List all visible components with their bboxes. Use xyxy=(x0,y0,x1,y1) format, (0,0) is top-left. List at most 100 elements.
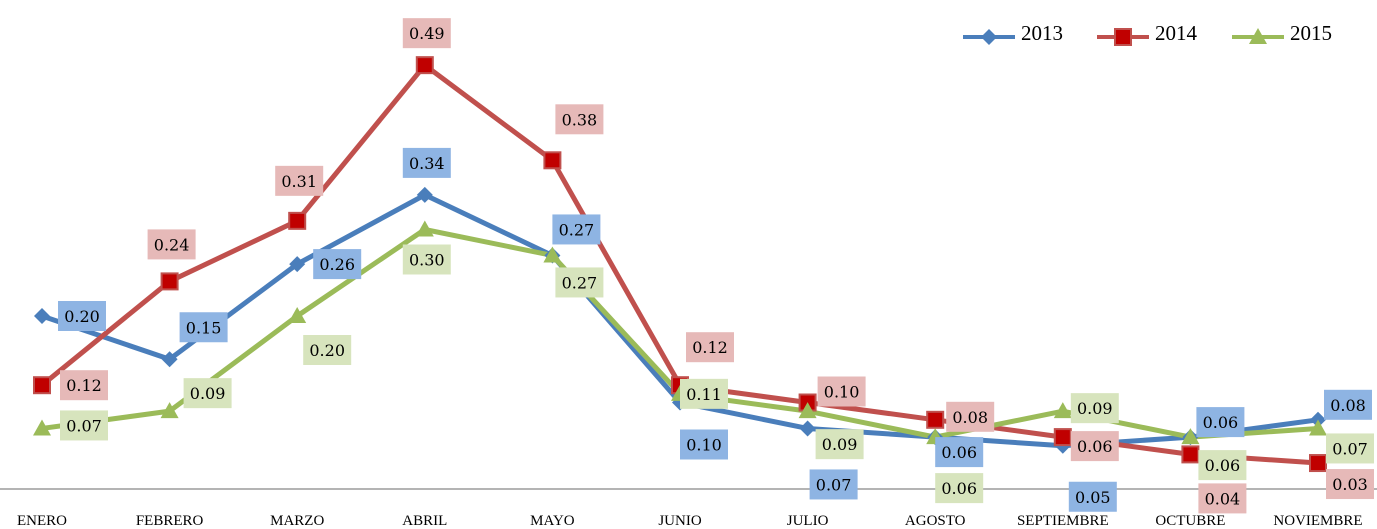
series-markers xyxy=(33,56,1327,473)
marker-2014-febrero xyxy=(160,272,179,291)
data-label-box xyxy=(1326,433,1374,464)
marker-2015-septiembre xyxy=(1053,402,1072,419)
data-label-2014-junio: 0.12 xyxy=(686,332,734,363)
data-label-2013-noviembre: 0.08 xyxy=(1324,389,1372,420)
x-tick-julio: JULIO xyxy=(787,513,829,529)
data-label-2013-julio: 0.07 xyxy=(809,469,858,500)
marker-2013-enero xyxy=(34,308,50,324)
legend-label: 2013 xyxy=(1021,21,1063,45)
data-label-box xyxy=(402,244,451,275)
data-label-text: 0.08 xyxy=(952,408,988,427)
data-label-text: 0.07 xyxy=(1332,439,1368,458)
data-label-text: 0.27 xyxy=(559,220,595,239)
data-label-2015-marzo: 0.20 xyxy=(303,335,352,365)
data-label-2014-julio: 0.10 xyxy=(817,376,866,407)
x-tick-labels: ENERO FEBRERO MARZO ABRIL MAYO JUNIO JULIO AGOS… xyxy=(17,513,1363,529)
x-tick-enero: ENERO xyxy=(17,513,67,529)
data-label-text: 0.12 xyxy=(66,376,102,395)
data-label-text: 0.08 xyxy=(1330,396,1366,415)
marker-2015-enero xyxy=(33,419,51,436)
data-label-box xyxy=(179,312,228,343)
data-label-text: 0.09 xyxy=(822,435,858,454)
data-label-box xyxy=(809,469,858,500)
legend-item-2013: 2013 xyxy=(963,21,1063,45)
data-label-text: 0.10 xyxy=(824,383,860,402)
data-label-box xyxy=(1070,431,1119,462)
marker-2014-agosto xyxy=(926,410,945,429)
data-label-box xyxy=(680,429,728,460)
legend-item-2014: 2014 xyxy=(1097,21,1198,46)
data-label-text: 0.05 xyxy=(1075,488,1111,507)
marker-2013-febrero xyxy=(161,351,178,368)
data-labels: 0.20 0.15 0.26 0.34 0.27 0.10 0.07 0.06 0.05 0.06… xyxy=(58,18,1374,514)
data-label-box xyxy=(935,473,984,504)
data-label-box xyxy=(1326,469,1374,500)
x-tick-noviembre: NOVIEMBRE xyxy=(1273,513,1362,529)
data-label-box xyxy=(58,301,106,331)
data-label-box xyxy=(1324,389,1372,420)
data-label-2015-junio: 0.11 xyxy=(680,378,728,409)
legend: 2013 2014 2015 xyxy=(963,21,1332,46)
data-label-box xyxy=(275,165,324,196)
data-label-2013-abril: 0.34 xyxy=(402,147,451,178)
x-tick-octubre: OCTUBRE xyxy=(1155,513,1225,529)
data-label-2015-octubre: 0.06 xyxy=(1198,450,1247,481)
data-label-box xyxy=(1198,450,1247,481)
data-label-2015-julio: 0.09 xyxy=(815,429,864,460)
data-label-text: 0.10 xyxy=(686,436,722,455)
data-label-text: 0.20 xyxy=(64,307,100,326)
data-label-text: 0.24 xyxy=(154,235,190,254)
data-label-box xyxy=(552,214,601,245)
data-label-box xyxy=(1196,407,1245,438)
marker-2014-enero xyxy=(33,376,51,395)
data-label-2014-enero: 0.12 xyxy=(60,370,108,401)
legend-marker xyxy=(981,29,997,45)
data-label-2015-abril: 0.30 xyxy=(402,244,451,275)
x-tick-septiembre: SEPTIEMBRE xyxy=(1017,513,1109,529)
data-label-text: 0.03 xyxy=(1332,475,1368,494)
x-tick-marzo: MARZO xyxy=(270,513,324,529)
data-label-text: 0.31 xyxy=(281,172,317,191)
data-label-text: 0.11 xyxy=(686,385,722,404)
data-label-2013-febrero: 0.15 xyxy=(179,312,228,343)
data-label-text: 0.20 xyxy=(309,341,345,360)
data-label-box xyxy=(303,335,352,365)
data-label-text: 0.27 xyxy=(562,273,598,292)
x-tick-mayo: MAYO xyxy=(530,513,575,529)
data-label-box xyxy=(555,104,604,135)
data-label-2014-noviembre: 0.03 xyxy=(1326,469,1374,500)
marker-2014-septiembre xyxy=(1053,428,1072,447)
marker-2015-julio xyxy=(798,402,817,419)
marker-2015-abril xyxy=(415,220,434,237)
data-label-text: 0.12 xyxy=(692,338,728,357)
legend-marker xyxy=(1249,28,1267,44)
data-label-text: 0.49 xyxy=(409,24,445,43)
data-label-box xyxy=(402,147,451,178)
data-label-text: 0.07 xyxy=(816,475,852,494)
data-label-2014-mayo: 0.38 xyxy=(555,104,604,135)
data-label-text: 0.06 xyxy=(1205,456,1241,475)
marker-2013-julio xyxy=(799,420,816,437)
data-label-2013-junio: 0.10 xyxy=(680,429,728,460)
data-label-box xyxy=(313,249,362,280)
data-label-2015-agosto: 0.06 xyxy=(935,473,984,504)
data-label-box xyxy=(935,437,984,468)
data-label-2013-enero: 0.20 xyxy=(58,301,106,331)
marker-2015-octubre xyxy=(1181,428,1200,445)
data-label-2014-octubre: 0.04 xyxy=(1198,483,1247,514)
data-label-2014-septiembre: 0.06 xyxy=(1070,431,1119,462)
data-label-2014-abril: 0.49 xyxy=(402,18,451,49)
data-label-2015-febrero: 0.09 xyxy=(183,378,232,409)
marker-2015-febrero xyxy=(160,402,179,419)
data-label-2015-septiembre: 0.09 xyxy=(1070,393,1119,424)
data-label-text: 0.09 xyxy=(190,384,226,403)
data-label-2015-noviembre: 0.07 xyxy=(1326,433,1374,464)
x-tick-abril: ABRIL xyxy=(402,513,447,529)
legend-item-2015: 2015 xyxy=(1232,21,1332,45)
data-label-text: 0.04 xyxy=(1205,489,1241,508)
marker-2014-octubre xyxy=(1181,445,1200,464)
marker-2013-marzo xyxy=(289,256,306,273)
data-label-box xyxy=(555,267,604,298)
marker-2015-mayo xyxy=(543,246,562,263)
